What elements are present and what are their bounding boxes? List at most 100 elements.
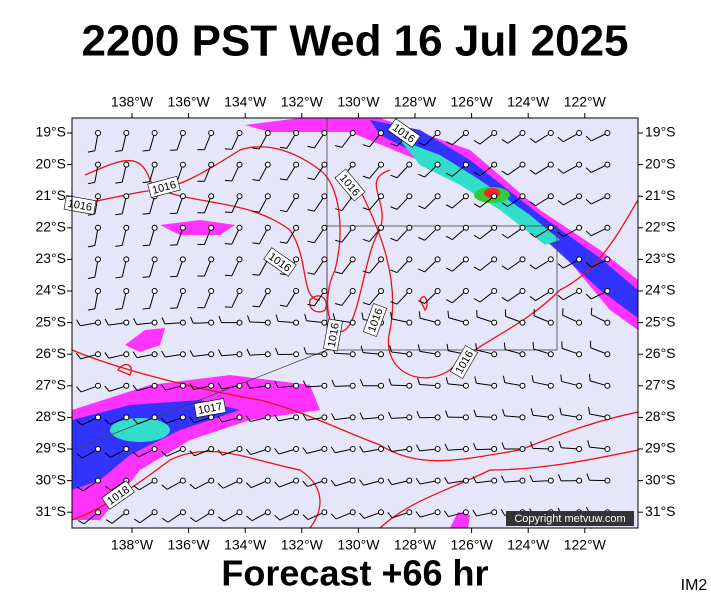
wind-barb	[246, 381, 251, 389]
wind-barb	[149, 227, 156, 246]
station	[264, 509, 271, 516]
wind-barb	[443, 510, 449, 517]
wind-barb	[341, 195, 354, 211]
wind-barb	[87, 150, 95, 153]
wind-barb	[475, 343, 478, 351]
wind-barb	[500, 509, 506, 516]
wind-barb	[359, 512, 365, 519]
wind-barb	[161, 484, 168, 490]
isobar-label-box	[263, 247, 297, 277]
wind-barb	[335, 511, 353, 520]
wind-barb	[390, 311, 393, 319]
wind-barb	[166, 480, 184, 490]
station	[208, 288, 215, 294]
wind-barb	[479, 259, 495, 271]
station	[151, 351, 158, 358]
wind-barb	[589, 413, 608, 418]
wind-barb	[587, 440, 590, 448]
station	[236, 509, 243, 516]
wind-barb	[76, 386, 82, 393]
wind-barb	[258, 227, 269, 244]
isobar-label: 1016	[67, 198, 93, 214]
station	[378, 351, 384, 358]
wind-shading	[370, 120, 638, 318]
lon-label: 136°W	[168, 537, 211, 553]
wind-barb	[591, 314, 608, 324]
station	[95, 414, 101, 421]
station	[604, 382, 611, 389]
wind-barb	[451, 227, 467, 240]
wind-barb	[418, 236, 425, 241]
wind-barb	[104, 385, 110, 392]
station	[264, 446, 271, 452]
station	[378, 288, 384, 294]
station	[236, 224, 243, 231]
station	[179, 382, 186, 389]
wind-barb	[529, 474, 534, 482]
station	[264, 193, 271, 200]
wind-barb	[121, 164, 127, 183]
station	[321, 288, 328, 294]
wind-barb	[330, 480, 336, 487]
wind-barb	[189, 316, 194, 324]
wind-barb	[369, 290, 382, 306]
lon-label: 128°W	[394, 94, 437, 110]
lon-label: 132°W	[281, 537, 324, 553]
station	[576, 319, 583, 326]
lat-label: 23°S	[35, 250, 66, 266]
station	[264, 477, 271, 484]
station	[179, 130, 186, 136]
wind-barb	[76, 319, 81, 326]
wind-barb	[302, 447, 308, 454]
wind-barb	[390, 301, 398, 305]
station	[491, 509, 498, 516]
station	[264, 351, 271, 358]
wind-barb	[137, 385, 155, 392]
wind-barb	[313, 132, 325, 149]
wind-barb	[77, 519, 85, 525]
wind-barb	[501, 442, 505, 450]
station	[264, 319, 271, 326]
wind-barb	[104, 318, 109, 326]
station	[604, 288, 611, 294]
wind-barb	[501, 297, 509, 302]
station	[208, 161, 215, 168]
wind-barb	[418, 268, 425, 273]
station	[236, 382, 243, 389]
wind-barb	[303, 347, 307, 355]
station	[434, 288, 441, 294]
station	[349, 446, 356, 452]
wind-barb	[387, 445, 392, 452]
wind-barb	[447, 310, 450, 318]
lat-label: 20°S	[645, 155, 676, 171]
station	[123, 161, 130, 168]
station	[491, 193, 498, 200]
wind-barb	[501, 202, 509, 207]
wind-barb	[451, 195, 467, 209]
wind-barb	[109, 385, 127, 392]
station	[519, 446, 526, 452]
station	[293, 193, 300, 200]
station	[321, 414, 328, 421]
wind-barb	[420, 511, 438, 518]
station	[179, 256, 186, 263]
wind-shading	[125, 328, 165, 352]
wind-barb	[479, 227, 495, 240]
station	[576, 224, 583, 231]
wind-barb	[278, 320, 297, 324]
wind-barb	[136, 353, 155, 359]
isobar-label: 1017	[197, 401, 223, 417]
wind-barb	[217, 416, 223, 423]
station	[321, 193, 328, 200]
station	[604, 319, 611, 326]
station	[491, 224, 498, 231]
wind-barb	[369, 227, 382, 242]
wind-barb	[591, 290, 608, 300]
wind-barb	[115, 276, 123, 279]
station	[547, 288, 554, 294]
lat-label: 20°S	[35, 155, 66, 171]
wind-barb	[418, 142, 425, 146]
station	[179, 351, 186, 358]
station	[462, 130, 469, 136]
